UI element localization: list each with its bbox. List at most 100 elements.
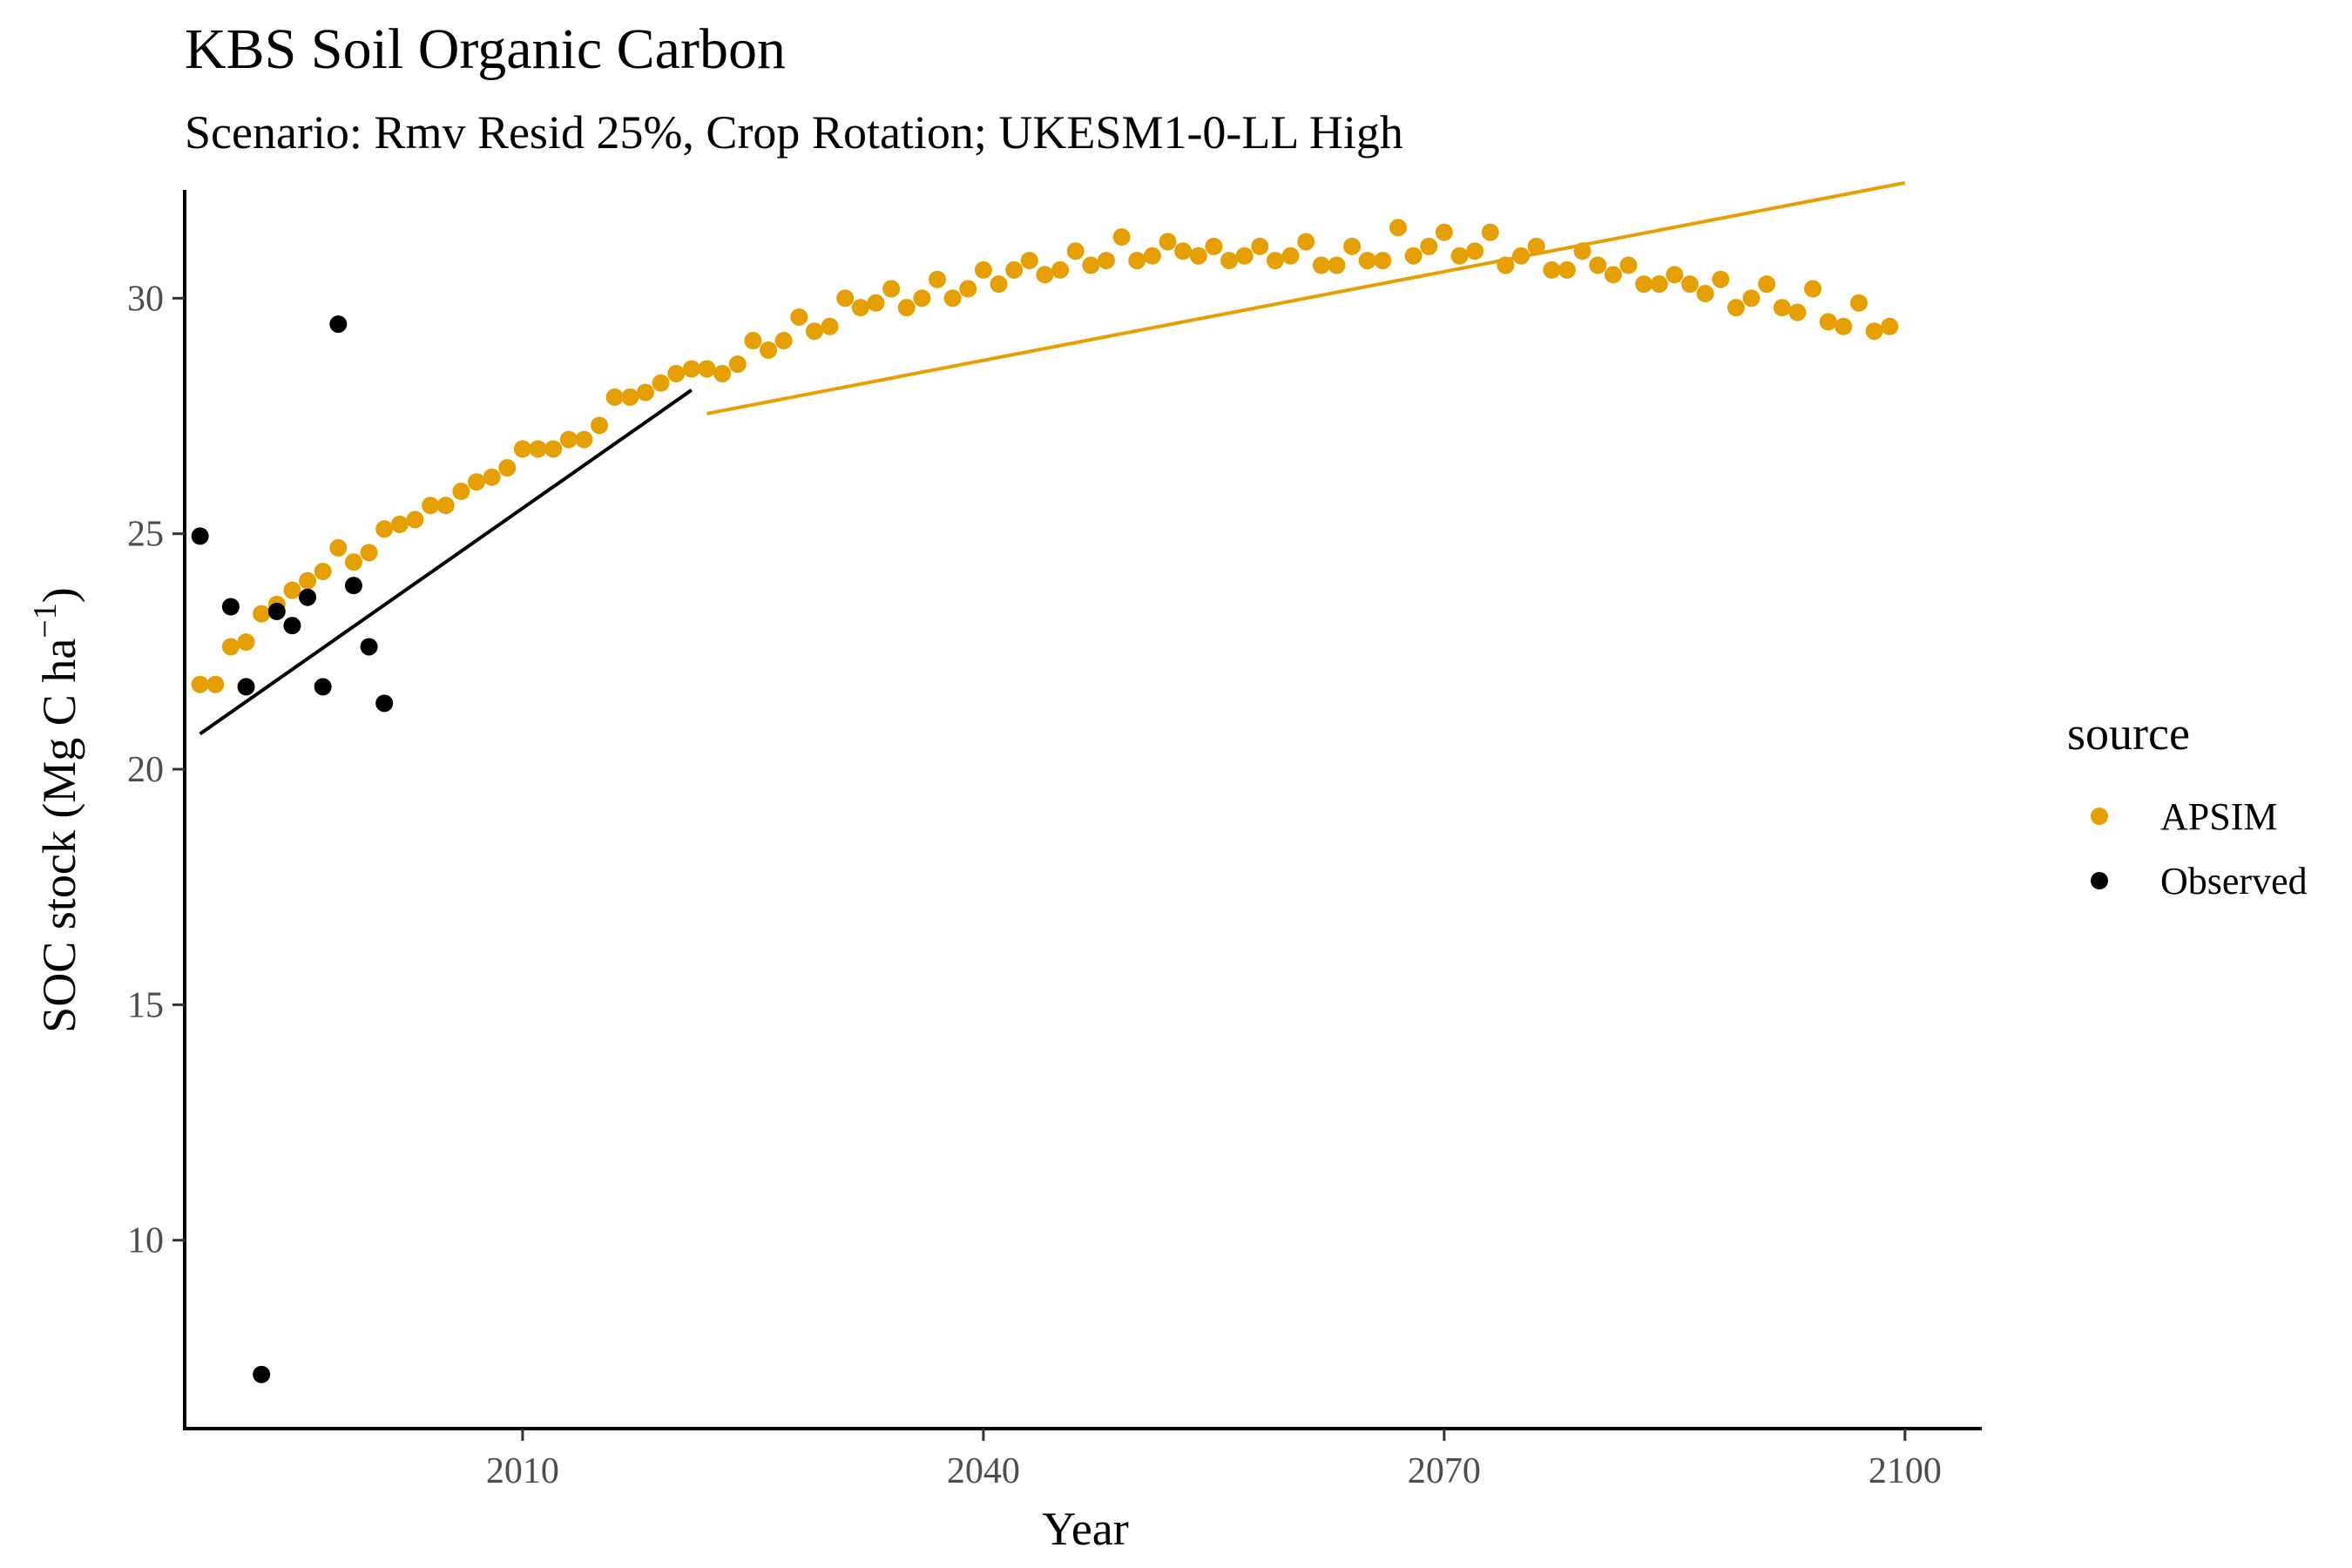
apsim-point — [882, 280, 901, 298]
y-tick-label: 20 — [127, 750, 164, 790]
apsim-point — [1312, 256, 1330, 274]
apsim-point — [1666, 266, 1684, 284]
plot-area — [191, 180, 1906, 1383]
apsim-point — [544, 440, 563, 458]
observed-point — [344, 577, 362, 595]
y-axis-ticks: 10 15 20 25 30 — [127, 279, 185, 1261]
apsim-point — [1082, 256, 1100, 274]
x-tick-label: 2040 — [947, 1451, 1020, 1491]
observed-point — [221, 598, 240, 616]
legend-key-apsim — [2091, 808, 2108, 825]
apsim-point — [1604, 266, 1622, 284]
apsim-point — [360, 544, 378, 562]
apsim-point — [329, 538, 348, 557]
apsim-point — [253, 605, 271, 623]
legend-key-observed — [2091, 872, 2108, 889]
apsim-point — [390, 515, 409, 533]
y-tick-label: 15 — [127, 985, 164, 1025]
apsim-point — [928, 270, 946, 288]
y-tick-label: 30 — [127, 279, 164, 319]
apsim-point — [1742, 289, 1761, 308]
apsim-point — [744, 332, 762, 350]
apsim-point — [299, 571, 317, 590]
apsim-point — [206, 675, 225, 693]
apsim-point — [406, 510, 424, 529]
apsim-point — [1404, 247, 1423, 265]
apsim-point — [836, 289, 855, 308]
apsim-point — [760, 341, 778, 359]
apsim-point — [221, 638, 240, 656]
apsim-point — [913, 289, 931, 308]
apsim-point — [559, 430, 578, 449]
apsim-point — [1328, 256, 1346, 274]
apsim-point — [1835, 317, 1853, 335]
observed-point — [329, 315, 348, 334]
apsim-point — [591, 416, 609, 435]
apsim-point — [943, 289, 962, 308]
apsim-point — [1020, 252, 1038, 270]
apsim-point — [1758, 275, 1776, 294]
apsim-point — [1865, 322, 1883, 341]
legend-title: source — [2067, 707, 2190, 760]
y-axis-title-main: SOC stock (Mg C ha — [33, 639, 85, 1033]
apsim-point — [344, 553, 362, 571]
apsim-point — [774, 332, 793, 350]
apsim-point — [652, 374, 670, 392]
apsim-point — [1558, 260, 1576, 279]
apsim-point — [436, 497, 455, 515]
apsim-point — [1051, 260, 1070, 279]
observed-point — [191, 527, 209, 545]
apsim-point — [575, 430, 593, 449]
apsim-point — [283, 581, 301, 599]
legend-label-observed: Observed — [2160, 860, 2308, 902]
apsim-point — [1727, 299, 1745, 317]
apsim-point — [1251, 237, 1269, 255]
apsim-point — [790, 308, 808, 326]
apsim-trend-line — [706, 180, 1906, 416]
apsim-point — [1788, 303, 1807, 321]
apsim-point — [529, 440, 547, 458]
x-axis-title: Year — [1042, 1503, 1129, 1555]
apsim-point — [1159, 233, 1177, 251]
observed-point — [267, 602, 286, 620]
observed-point — [375, 694, 394, 713]
apsim-point — [1589, 256, 1607, 274]
x-tick-label: 2010 — [486, 1451, 559, 1491]
x-tick-label: 2070 — [1408, 1451, 1481, 1491]
apsim-point — [1619, 256, 1638, 274]
observed-point — [360, 638, 378, 656]
x-tick-label: 2100 — [1869, 1451, 1942, 1491]
y-tick-label: 10 — [127, 1221, 164, 1261]
apsim-point — [1420, 237, 1438, 255]
y-axis-title-sup: −1 — [27, 603, 64, 638]
apsim-point — [621, 388, 639, 406]
apsim-point — [1220, 252, 1239, 270]
apsim-point — [605, 388, 624, 406]
x-axis-ticks: 2010 2040 2070 2100 — [486, 1429, 1942, 1491]
apsim-point — [1297, 233, 1315, 251]
apsim-point — [667, 364, 686, 382]
apsim-point — [1635, 275, 1653, 294]
observed-point — [253, 1365, 271, 1383]
apsim-point — [1389, 219, 1407, 237]
observed-point — [237, 678, 255, 696]
y-axis-title-close: ) — [33, 587, 85, 603]
apsim-point — [314, 562, 332, 580]
apsim-point — [1819, 313, 1837, 331]
apsim-point — [1005, 260, 1024, 279]
apsim-point — [867, 294, 885, 312]
apsim-point — [1189, 247, 1207, 265]
apsim-point — [1466, 242, 1484, 260]
apsim-point — [1112, 228, 1131, 247]
apsim-point — [513, 440, 531, 458]
apsim-point — [636, 383, 654, 402]
apsim-point — [1650, 275, 1668, 294]
apsim-point — [1143, 247, 1161, 265]
apsim-point — [191, 675, 209, 693]
apsim-point — [698, 360, 716, 378]
observed-point — [314, 678, 332, 696]
apsim-point — [1205, 237, 1223, 255]
apsim-point — [959, 280, 977, 298]
apsim-point — [1881, 317, 1899, 335]
